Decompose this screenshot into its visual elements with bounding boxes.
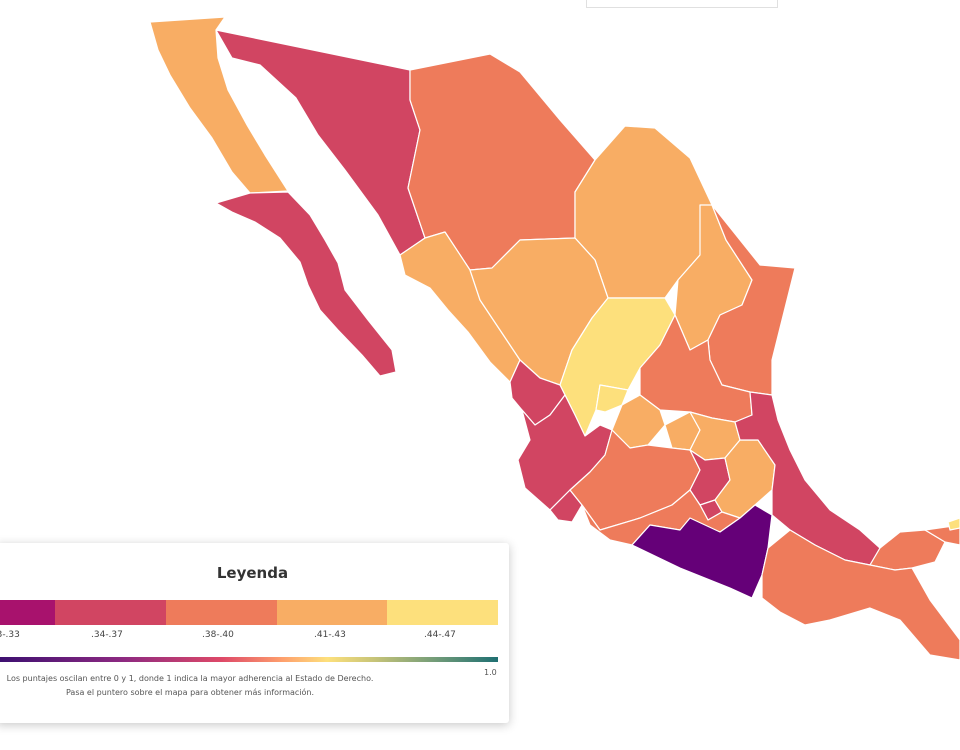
legend-swatch <box>0 600 55 625</box>
scale-max-label: 1.0 <box>484 668 497 677</box>
state-aguascalientes[interactable] <box>595 384 629 413</box>
legend-swatch <box>387 600 498 625</box>
legend-swatch <box>55 600 166 625</box>
state-chiapas[interactable] <box>761 529 960 661</box>
state-oaxaca[interactable] <box>631 504 773 599</box>
state-guerrero[interactable] <box>581 489 741 546</box>
legend-title: Leyenda <box>216 564 289 582</box>
legend-range-label: .44-.47 <box>424 630 456 640</box>
legend-range-label: .41-.43 <box>314 630 346 640</box>
state-yucatan-partial[interactable] <box>947 517 960 531</box>
legend-note-scale: Los puntajes oscilan entre 0 y 1, donde … <box>6 674 374 683</box>
state-baja-california[interactable] <box>149 16 289 194</box>
state-baja-california-sur[interactable] <box>215 191 397 377</box>
state-tabasco[interactable] <box>869 529 946 571</box>
legend-range-label: .38-.40 <box>202 630 234 640</box>
legend-range-label: .34-.37 <box>91 630 123 640</box>
legend-swatch <box>277 600 387 625</box>
legend-range-label: .23-.33 <box>0 630 20 640</box>
legend-note-hover: Pasa el puntero sobre el mapa para obten… <box>65 688 315 697</box>
legend-panel: Leyenda .23-.33 .34-.37 .38-.40 .41-.43 .44-… <box>0 543 509 723</box>
legend-swatch <box>166 600 277 625</box>
state-colima[interactable] <box>549 489 583 523</box>
color-scale-gradient <box>0 657 498 662</box>
search-box[interactable] <box>586 0 778 8</box>
